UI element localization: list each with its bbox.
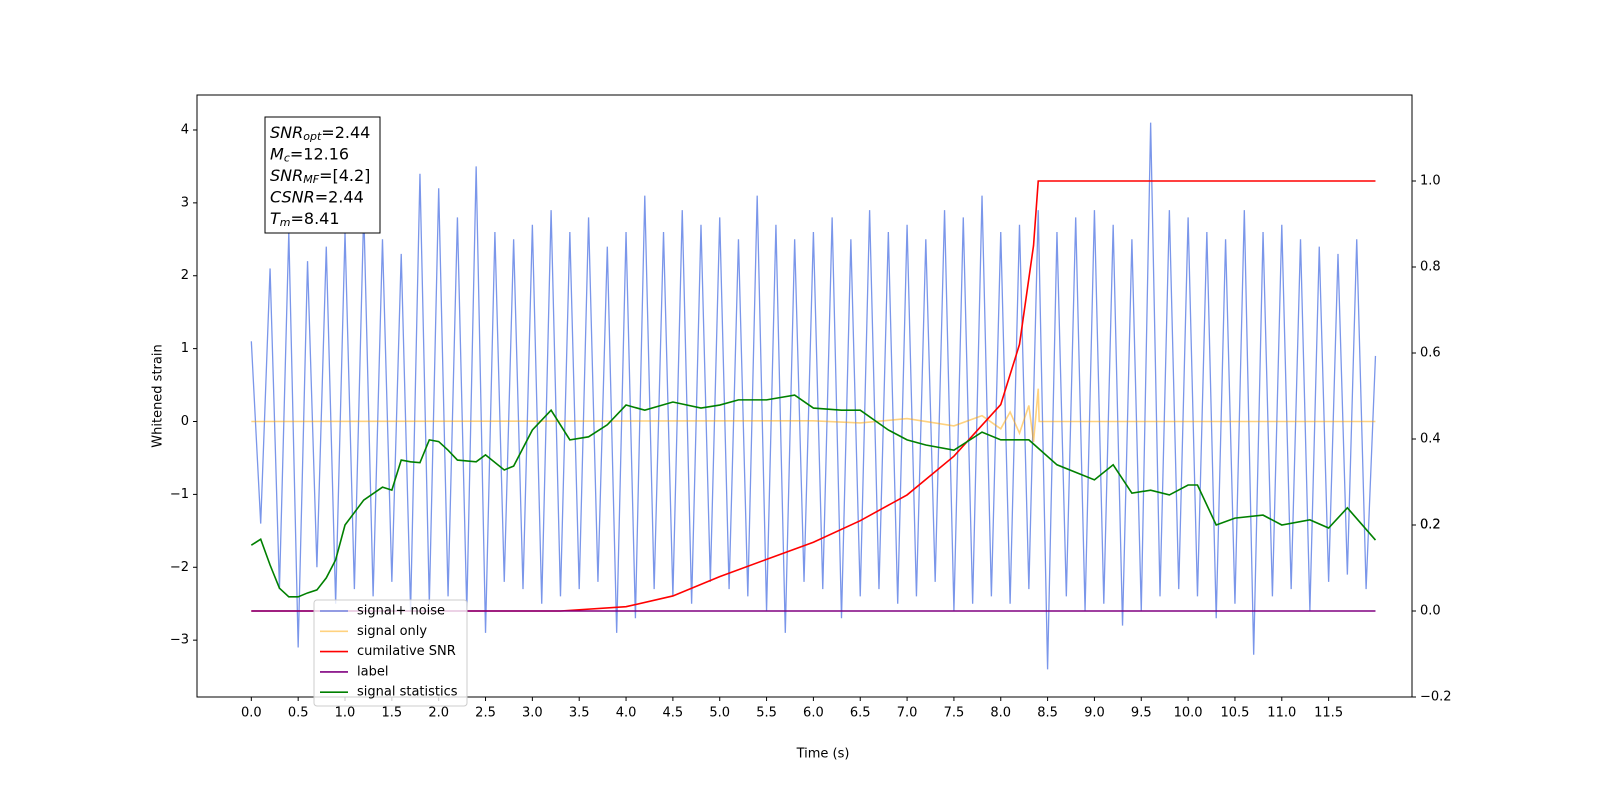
x-tick-label: 8.5 [1037, 706, 1058, 721]
y-tick-label: −3 [170, 633, 189, 648]
annotation-sub: MF [303, 173, 319, 186]
y2-tick-label: 0.0 [1420, 604, 1441, 619]
annotation-text: Tm=8.41 [270, 209, 340, 230]
series-line [251, 388, 1376, 443]
y-tick-label: 2 [181, 268, 189, 283]
annotation-text: Mc=12.16 [270, 144, 349, 165]
x-tick-label: 9.5 [1131, 706, 1152, 721]
legend-box [313, 599, 468, 707]
y2-tick-label: 0.4 [1420, 432, 1441, 447]
y-tick-label: 4 [181, 122, 189, 137]
x-tick-label: 3.5 [569, 706, 590, 721]
series-line [250, 122, 1377, 670]
annotation-sub: opt [303, 130, 322, 143]
annotation-rest: =12.16 [290, 144, 349, 163]
x-tick-label: 9.0 [1084, 706, 1105, 721]
annotation-text: SNRMF=[4.2] [270, 166, 370, 187]
y-tick-label: −2 [170, 560, 189, 575]
x-tick-label: 6.0 [803, 706, 824, 721]
x-axis-label: Time (s) [796, 747, 850, 762]
x-tick-label: 5.0 [709, 706, 730, 721]
x-tick-label: 7.0 [897, 706, 918, 721]
legend-label: signal statistics [357, 685, 458, 700]
x-tick-label: 3.0 [522, 706, 543, 721]
x-tick-label: 10.5 [1220, 706, 1249, 721]
x-tick-label: 7.5 [944, 706, 965, 721]
x-tick-label: 4.0 [616, 706, 637, 721]
annotation-rest: =2.44 [315, 187, 364, 206]
legend-label: label [357, 664, 388, 679]
annotation-box [264, 116, 381, 234]
y-axis-label: Whitened strain [151, 344, 166, 447]
annotation-rest: =[4.2] [319, 166, 370, 185]
annotation-rest: =2.44 [321, 123, 370, 142]
annotation-sub: c [284, 152, 290, 165]
x-tick-label: 2.0 [428, 706, 449, 721]
x-tick-label: 10.0 [1174, 706, 1203, 721]
annotation-rest: =8.41 [291, 209, 340, 228]
x-tick-label: 8.0 [990, 706, 1011, 721]
y2-tick-label: −0.2 [1420, 690, 1452, 705]
annotation-base: M [270, 144, 284, 163]
legend-label: signal only [357, 624, 427, 639]
x-tick-label: 6.5 [850, 706, 871, 721]
x-tick-label: 5.5 [756, 706, 777, 721]
y2-tick-label: 0.2 [1420, 518, 1441, 533]
y2-tick-label: 0.8 [1420, 260, 1441, 275]
legend-label: cumilative SNR [357, 644, 456, 659]
series-line [251, 180, 1376, 612]
y-tick-label: 1 [181, 341, 189, 356]
y2-tick-label: 0.2 [1420, 518, 1441, 533]
y2-tick-label: 1.0 [1420, 174, 1441, 189]
x-tick-label: 1.5 [382, 706, 403, 721]
annotation-base: T [270, 209, 281, 228]
y-tick-label: 0 [181, 414, 189, 429]
x-tick-label: 1.0 [335, 706, 356, 721]
y-tick-label: 3 [181, 195, 189, 210]
y2-tick-label: 0.6 [1420, 346, 1441, 361]
series-line [250, 394, 1377, 598]
x-tick-label: 0.5 [288, 706, 309, 721]
x-tick-label: 4.5 [663, 706, 684, 721]
x-tick-label: 11.5 [1314, 706, 1343, 721]
x-tick-label: 11.0 [1267, 706, 1296, 721]
legend-label: signal+ noise [357, 604, 445, 619]
x-tick-label: 0.0 [241, 706, 262, 721]
annotation-sub: m [280, 216, 291, 229]
annotation-base: CSNR [270, 187, 315, 206]
annotation-base: SNR [270, 123, 303, 142]
y-tick-label: −1 [170, 487, 189, 502]
plot-frame [196, 94, 1413, 698]
annotation-text: CSNR=2.44 [270, 187, 364, 206]
x-tick-label: 2.5 [475, 706, 496, 721]
annotation-text: SNRopt=2.44 [270, 123, 370, 144]
annotation-base: SNR [270, 166, 303, 185]
